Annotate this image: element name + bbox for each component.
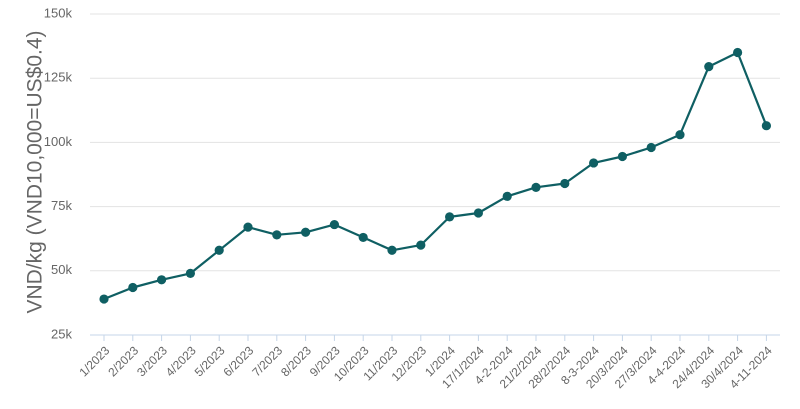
x-tick-label: 2/2023 (105, 343, 141, 379)
data-point (99, 294, 109, 304)
x-tick-label: 6/2023 (221, 343, 257, 379)
data-point (589, 158, 599, 168)
data-point (387, 245, 397, 255)
x-tick-label: 8/2023 (278, 343, 314, 379)
data-point (416, 240, 426, 250)
y-tick-label: 150k (44, 5, 73, 20)
x-axis (90, 334, 780, 341)
data-point (445, 212, 455, 222)
y-axis-tick-labels: 25k 50k 75k 100k 125k 150k (44, 5, 73, 341)
data-point (761, 121, 772, 131)
x-axis-tick-labels: 1/20232/20233/20234/20235/20236/20237/20… (77, 343, 775, 391)
data-point (157, 275, 167, 285)
data-point (704, 62, 714, 72)
y-tick-label: 50k (51, 262, 72, 277)
series-line (103, 51, 768, 301)
y-tick-label: 100k (44, 134, 73, 149)
y-tick-label: 75k (51, 198, 72, 213)
data-point (646, 142, 656, 153)
x-tick-label: 3/2023 (134, 343, 170, 379)
data-point (502, 191, 512, 201)
data-point (329, 219, 339, 230)
y-tick-label: 25k (51, 326, 72, 341)
data-point (531, 182, 541, 192)
x-tick-label: 4/2023 (163, 343, 199, 379)
y-tick-label: 125k (44, 70, 73, 85)
data-point (733, 47, 743, 58)
data-point (358, 232, 368, 243)
data-point (560, 178, 570, 189)
x-tick-label: 7/2023 (249, 343, 285, 379)
series-layer (99, 47, 772, 304)
data-point (214, 245, 224, 255)
data-point (617, 151, 628, 162)
x-tick-label: 5/2023 (192, 343, 228, 379)
grid-lines (90, 13, 780, 272)
data-point (185, 268, 195, 278)
x-tick-label: 1/2023 (77, 343, 113, 379)
data-point (473, 208, 483, 218)
data-point (243, 222, 253, 232)
data-point (272, 230, 282, 240)
data-point (128, 282, 138, 293)
y-axis-title: VND/kg (VND10,000=US$0.4) (24, 30, 47, 313)
data-point (675, 130, 685, 140)
data-point (301, 227, 311, 237)
